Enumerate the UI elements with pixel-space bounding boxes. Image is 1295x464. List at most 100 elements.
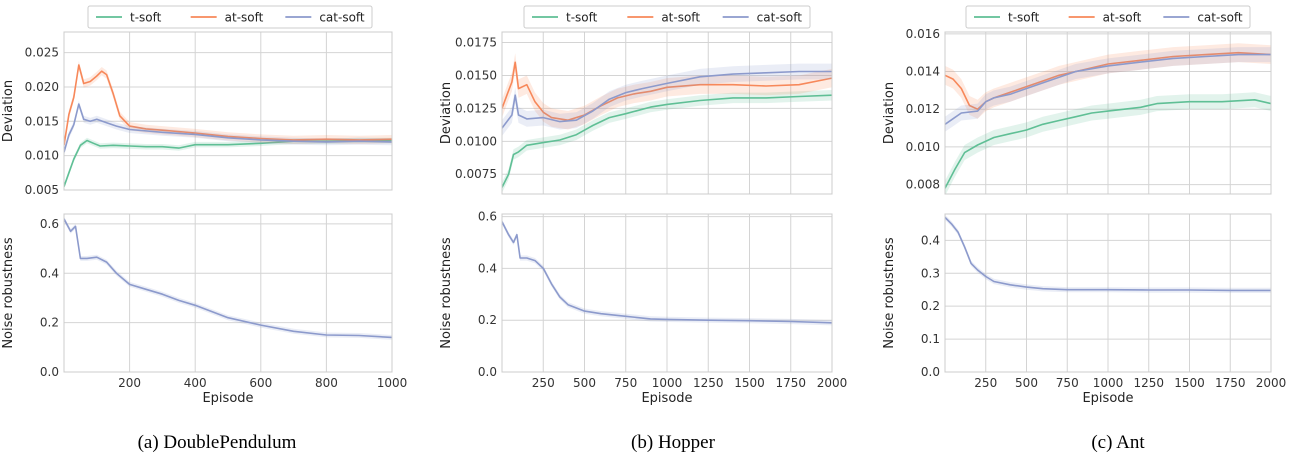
band-cat-soft — [945, 47, 1271, 132]
x-tick-label: 400 — [184, 376, 207, 390]
x-tick-label: 750 — [614, 376, 637, 390]
x-tick-label: 250 — [974, 376, 997, 390]
x-tick-label: 1500 — [734, 376, 765, 390]
x-tick-label: 600 — [249, 376, 272, 390]
x-tick-label: 500 — [573, 376, 596, 390]
y-tick-label: 0.1 — [921, 332, 940, 346]
y-tick-label: 0.0100 — [455, 134, 497, 148]
y-axis-label: Noise robustness — [1, 237, 16, 349]
y-tick-label: 0.2 — [478, 313, 497, 327]
y-tick-label: 0.0150 — [455, 68, 497, 82]
y-tick-label: 0.025 — [25, 46, 59, 60]
x-tick-label: 1000 — [377, 376, 408, 390]
y-tick-label: 0.4 — [478, 261, 497, 275]
y-tick-label: 0.010 — [25, 149, 59, 163]
x-tick-label: 750 — [1056, 376, 1079, 390]
x-tick-label: 1250 — [693, 376, 724, 390]
panel-rob-b: 0.0 0.2 0.4 0.6 250 500 750 1000 1250 1500 1750 200… — [439, 210, 847, 406]
y-tick-label: 0.0 — [40, 365, 59, 379]
y-tick-label: 0.014 — [906, 65, 940, 79]
line-at-soft — [64, 64, 392, 146]
panel-dev-a: 0.005 0.010 0.015 0.020 0.025 Deviation t-soft… — [1, 5, 393, 197]
line-series — [945, 216, 1271, 292]
band-cat-soft — [502, 63, 832, 136]
x-axis-label: Episode — [641, 391, 692, 406]
x-tick-label: 500 — [1015, 376, 1038, 390]
legend-label-cat-soft: cat-soft — [1197, 11, 1243, 25]
y-axis-label: Noise robustness — [439, 237, 454, 349]
x-tick-label: 200 — [118, 376, 141, 390]
y-tick-label: 0.0125 — [455, 101, 497, 115]
plot-area — [945, 43, 1271, 194]
band-t-soft — [945, 92, 1271, 194]
figure: 0.005 0.010 0.015 0.020 0.025 Deviation t-soft… — [1, 5, 1287, 406]
plot-area — [64, 60, 392, 190]
axes-frame — [944, 213, 1272, 373]
x-tick-label: 2000 — [1256, 376, 1287, 390]
legend-label-at-soft: at-soft — [225, 11, 264, 25]
x-tick-label: 1000 — [652, 376, 683, 390]
panel-rob-a: 0.0 0.2 0.4 0.6 200 400 600 800 1000 Noise robust… — [1, 213, 408, 406]
y-tick-label: 0.0 — [478, 365, 497, 379]
axes-frame — [501, 31, 833, 195]
panel-rob-c: 0.0 0.1 0.2 0.3 0.4 250 500 750 1000 1250 1500 1750… — [882, 213, 1287, 406]
y-tick-label: 0.0075 — [455, 167, 497, 181]
legend-box — [965, 5, 1251, 29]
axes-frame — [63, 213, 393, 373]
band-series — [64, 216, 392, 340]
band-at-soft — [945, 43, 1271, 119]
legend-box — [523, 5, 811, 29]
y-tick-label: 0.6 — [478, 210, 497, 224]
legend-label-t-soft: t-soft — [566, 11, 598, 25]
y-axis-label: Deviation — [439, 82, 454, 144]
band-at-soft — [64, 60, 392, 150]
band-t-soft — [502, 90, 832, 193]
x-tick-label: 1750 — [1215, 376, 1246, 390]
axes-frame — [944, 31, 1272, 195]
y-tick-label: 0.012 — [906, 102, 940, 116]
legend-box — [87, 5, 373, 29]
y-tick-label: 0.016 — [906, 27, 940, 41]
plot-area — [502, 219, 832, 326]
y-tick-label: 0.015 — [25, 114, 59, 128]
y-tick-label: 0.0175 — [455, 36, 497, 50]
legend-label-t-soft: t-soft — [1008, 11, 1040, 25]
legend: t-soft at-soft cat-soft — [87, 5, 373, 29]
y-tick-label: 0.4 — [40, 266, 59, 280]
line-series — [64, 218, 392, 339]
x-tick-label: 1500 — [1174, 376, 1205, 390]
legend: t-soft at-soft cat-soft — [523, 5, 811, 29]
plot-area — [945, 214, 1271, 293]
y-tick-label: 0.2 — [921, 299, 940, 313]
panel-dev-c: 0.008 0.010 0.012 0.014 0.016 Deviation t-soft… — [882, 5, 1272, 195]
axes-frame — [501, 213, 833, 373]
y-tick-label: 0.6 — [40, 217, 59, 231]
line-at-soft — [945, 51, 1271, 110]
y-tick-label: 0.008 — [906, 178, 940, 192]
legend-label-at-soft: at-soft — [1103, 11, 1142, 25]
y-axis-label: Deviation — [1, 80, 16, 142]
y-axis-label: Noise robustness — [882, 237, 897, 349]
legend: t-soft at-soft cat-soft — [965, 5, 1251, 29]
x-tick-label: 1000 — [1093, 376, 1124, 390]
line-series — [502, 221, 832, 324]
x-tick-label: 2000 — [817, 376, 848, 390]
line-t-soft — [502, 94, 832, 188]
line-t-soft — [945, 99, 1271, 189]
y-tick-label: 0.020 — [25, 80, 59, 94]
y-axis-label: Deviation — [882, 82, 897, 144]
y-tick-label: 0.0 — [921, 365, 940, 379]
panel-dev-b: 0.0075 0.0100 0.0125 0.0150 0.0175 Deviation t… — [439, 5, 833, 195]
y-tick-label: 0.4 — [921, 233, 940, 247]
x-tick-label: 1250 — [1133, 376, 1164, 390]
plot-area — [502, 53, 832, 193]
axes-frame — [63, 31, 393, 191]
x-tick-label: 1750 — [775, 376, 806, 390]
caption-c: (c) Ant — [1091, 432, 1145, 453]
y-tick-label: 0.005 — [25, 183, 59, 197]
x-axis-label: Episode — [1082, 391, 1133, 406]
x-axis-label: Episode — [202, 391, 253, 406]
legend-label-cat-soft: cat-soft — [757, 11, 803, 25]
legend-label-t-soft: t-soft — [130, 11, 162, 25]
x-tick-label: 800 — [315, 376, 338, 390]
